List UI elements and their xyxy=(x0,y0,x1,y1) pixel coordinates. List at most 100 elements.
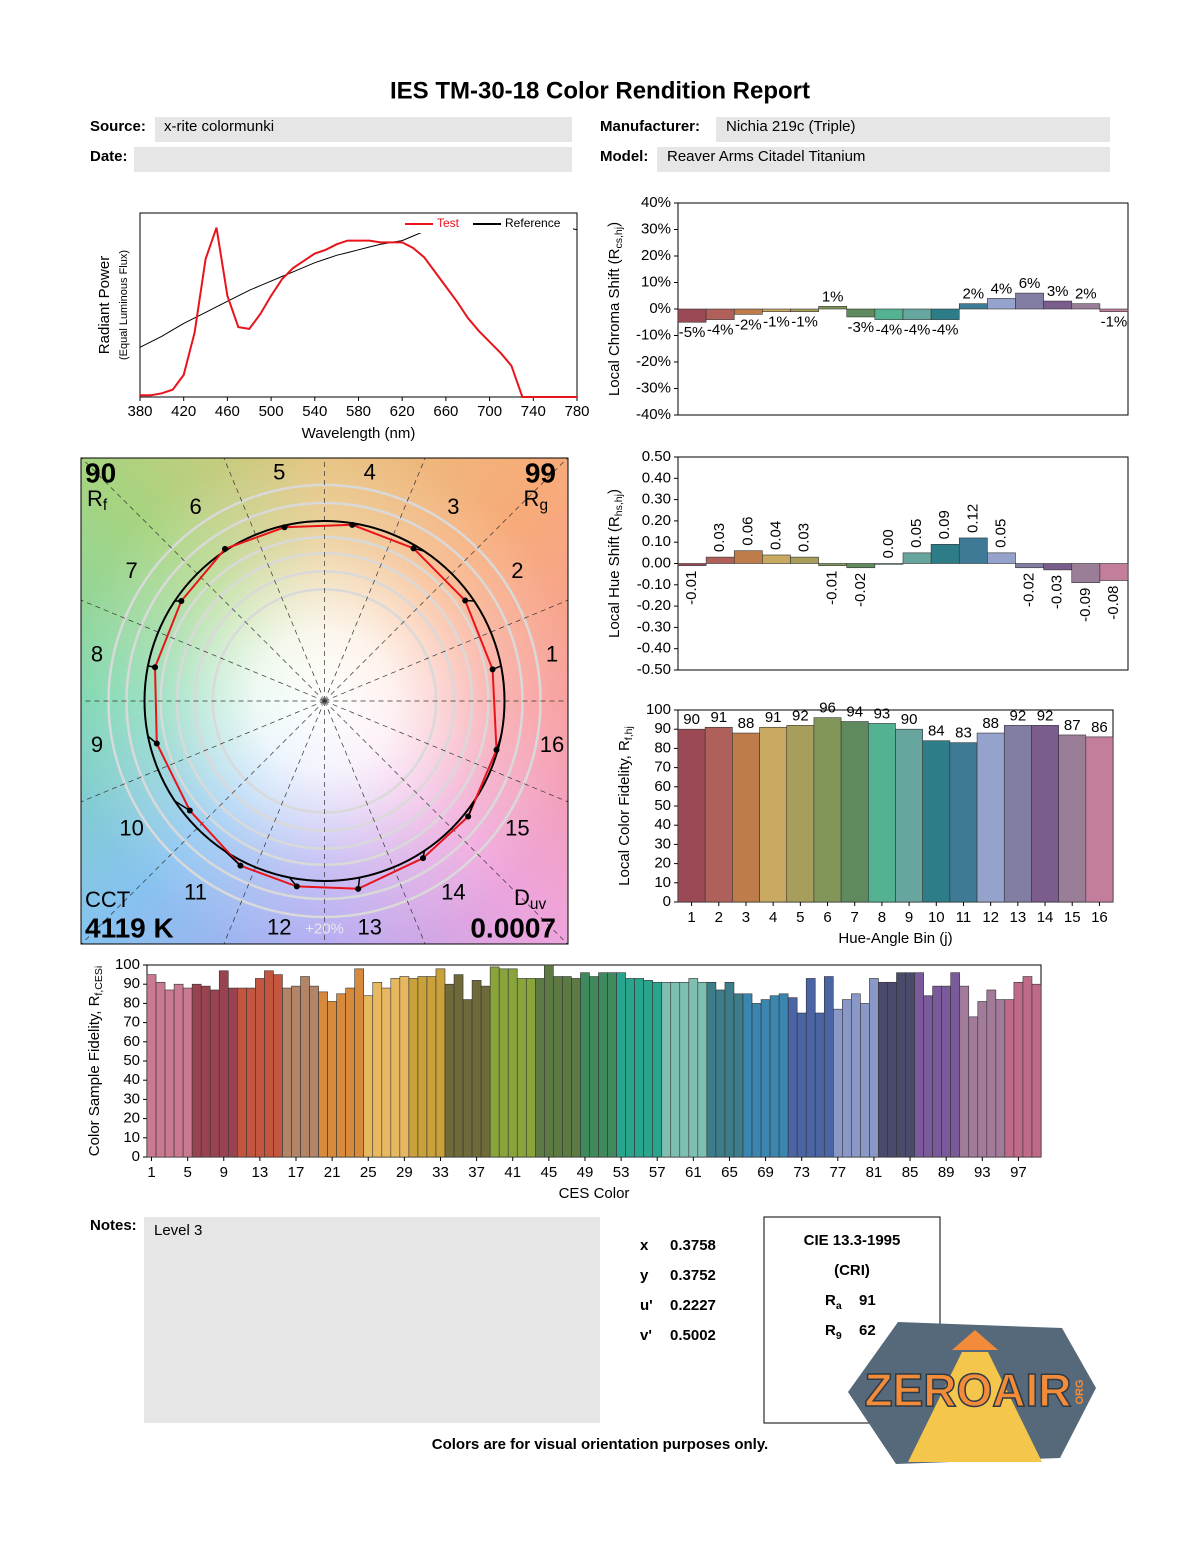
data-label: 88 xyxy=(738,715,755,732)
x-tick-label: 7 xyxy=(851,909,859,926)
bar xyxy=(941,985,951,1158)
chroma-value: 0.5002 xyxy=(670,1327,716,1344)
report-title: IES TM-30-18 Color Rendition Report xyxy=(390,77,810,104)
bar xyxy=(932,985,942,1158)
x-tick-label: 700 xyxy=(477,403,502,420)
y-axis-label-part: Color Sample Fidelity, R xyxy=(86,995,103,1156)
y-axis-note: (Equal Luminous Flux) xyxy=(118,250,130,360)
duv-value: 0.0007 xyxy=(470,912,556,943)
bar xyxy=(995,999,1006,1158)
bar xyxy=(930,308,960,320)
bar xyxy=(902,308,932,320)
bar xyxy=(968,1016,979,1158)
bin-label: 2 xyxy=(511,558,523,583)
x-tick-label: 17 xyxy=(288,1164,305,1181)
chroma-label: y xyxy=(640,1267,649,1284)
bar xyxy=(896,972,906,1158)
bar xyxy=(471,980,482,1158)
vector-frame xyxy=(80,457,569,945)
bin-label: 10 xyxy=(119,816,143,841)
data-label: 84 xyxy=(928,723,945,740)
bar xyxy=(607,972,617,1158)
data-label: -1% xyxy=(791,314,818,331)
bin-boundary xyxy=(81,700,325,803)
arrow-head xyxy=(186,807,193,814)
y-axis-label-part: Local Chroma Shift (R xyxy=(606,248,623,396)
arrow-head xyxy=(221,545,228,552)
x-axis-label: CES Color xyxy=(559,1185,630,1202)
y-axis-label-part: Local Color Fidelity, R xyxy=(616,740,633,886)
bar xyxy=(264,970,274,1158)
bar xyxy=(544,964,554,1158)
bar xyxy=(300,976,310,1158)
bar xyxy=(173,983,184,1158)
bar xyxy=(677,308,707,323)
arrow-head xyxy=(349,521,356,528)
chroma-label: v' xyxy=(640,1327,652,1344)
arrow-head xyxy=(420,855,427,862)
data-label: 0.12 xyxy=(964,504,981,533)
notes-box xyxy=(144,1217,600,1423)
cct-label: CCT xyxy=(85,887,130,912)
logo: ZEROAIR ORG xyxy=(848,1322,1096,1464)
bar xyxy=(733,993,744,1158)
y-tick-label: -0.30 xyxy=(637,618,671,635)
bin-label: 3 xyxy=(447,494,459,519)
bar xyxy=(688,978,699,1158)
footer-note: Colors are for visual orientation purpos… xyxy=(432,1436,768,1453)
bar xyxy=(580,972,590,1158)
data-label: -1% xyxy=(763,314,790,331)
rg-symbol-part: g xyxy=(539,497,548,514)
y-axis-label-part: f,hj xyxy=(623,726,635,740)
x-tick-label: 5 xyxy=(796,909,804,926)
bin-boundary xyxy=(81,599,325,702)
y-tick-label: 0 xyxy=(663,893,671,910)
arrow-head xyxy=(489,666,496,673)
y-tick-label: 60 xyxy=(654,778,671,795)
data-label: 2% xyxy=(1075,286,1097,303)
x-tick-label: 14 xyxy=(1037,909,1054,926)
arrow-head xyxy=(465,813,472,820)
data-label: -4% xyxy=(904,322,931,339)
chroma-value: 0.3752 xyxy=(670,1267,716,1284)
bar xyxy=(661,981,672,1158)
logo-org: ORG xyxy=(1074,1379,1086,1404)
bin-label: 7 xyxy=(125,558,137,583)
bar xyxy=(914,972,924,1158)
bar xyxy=(507,968,518,1158)
y-tick-label: 0.10 xyxy=(642,533,671,550)
y-tick-label: 0.20 xyxy=(642,512,671,529)
bin-label: 11 xyxy=(184,880,207,905)
bar xyxy=(218,970,229,1158)
data-label: 0.03 xyxy=(711,523,728,552)
bar xyxy=(922,740,951,903)
bar xyxy=(846,308,876,318)
bar xyxy=(453,974,464,1158)
x-tick-label: 69 xyxy=(757,1164,774,1181)
y-axis-label: Local Color Fidelity, Rf,hj xyxy=(616,726,635,886)
data-label: -4% xyxy=(876,322,903,339)
bar xyxy=(155,981,166,1158)
y-axis-label: Local Chroma Shift (Rcs,hj) xyxy=(606,222,625,396)
bin-label: 8 xyxy=(91,642,103,667)
x-tick-label: 61 xyxy=(685,1164,702,1181)
data-label: -0.02 xyxy=(1021,573,1038,607)
bar xyxy=(1043,563,1073,571)
bar xyxy=(480,985,491,1158)
bin-label: 14 xyxy=(441,880,465,905)
x-tick-label: 540 xyxy=(302,403,327,420)
bar xyxy=(874,563,904,565)
arrow-head xyxy=(237,862,244,869)
bar xyxy=(1031,983,1042,1158)
x-tick-label: 13 xyxy=(252,1164,269,1181)
bin-label: 16 xyxy=(540,732,564,757)
notes-label: Notes: xyxy=(90,1217,137,1234)
bar xyxy=(435,968,446,1158)
data-label: 0.06 xyxy=(739,517,756,546)
field-box xyxy=(155,117,572,142)
x-tick-label: 9 xyxy=(905,909,913,926)
x-tick-label: 780 xyxy=(564,403,589,420)
bin-label: 13 xyxy=(358,914,382,939)
bin-label: 4 xyxy=(364,459,376,484)
arrow-head xyxy=(355,885,362,892)
